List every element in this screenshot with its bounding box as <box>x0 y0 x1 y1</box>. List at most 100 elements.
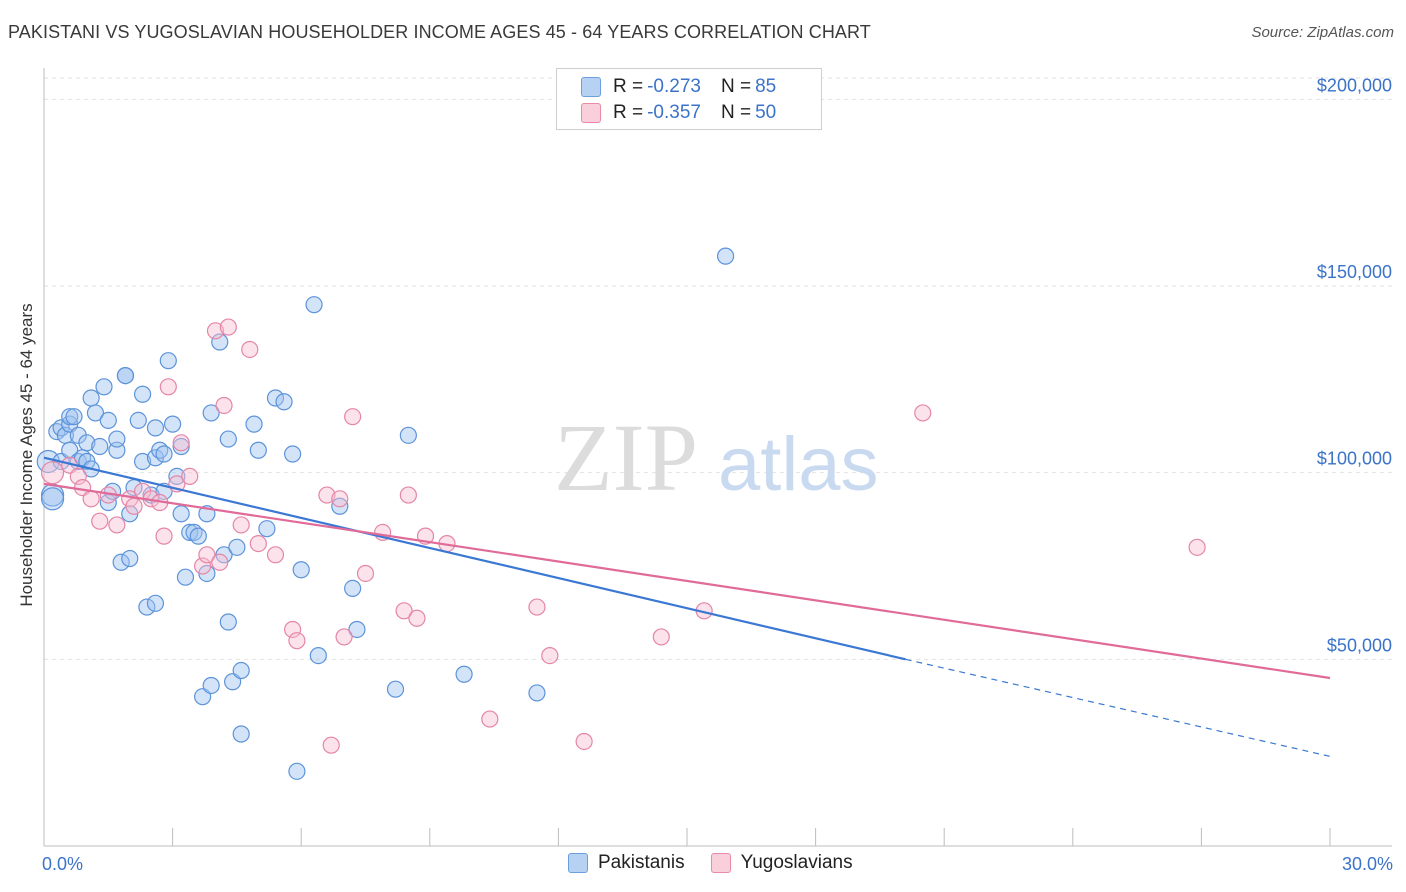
point-pakistani <box>159 352 177 370</box>
point-yugoslavian <box>211 553 229 571</box>
point-pakistani <box>61 408 79 426</box>
point-pakistani <box>112 553 130 571</box>
point-pakistani <box>129 411 147 429</box>
legend-swatch-pakistanis <box>568 853 588 873</box>
watermark: ZIP atlas <box>554 404 879 511</box>
legend-swatch-yugoslavians <box>710 853 731 873</box>
point-pakistani <box>232 661 250 680</box>
point-yugoslavian <box>335 628 353 646</box>
point-pakistani <box>95 378 113 396</box>
point-pakistani <box>172 505 190 523</box>
legend-item-pakistanis[interactable]: Pakistanis <box>568 852 685 874</box>
point-pakistani <box>232 725 250 743</box>
point-yugoslavian <box>215 396 233 415</box>
point-yugoslavian <box>1188 538 1206 556</box>
point-yugoslavian <box>181 467 199 485</box>
point-pakistani <box>133 452 152 471</box>
point-pakistani <box>528 684 546 702</box>
point-pakistani <box>164 415 182 433</box>
point-yugoslavian <box>318 486 336 504</box>
point-yugoslavian <box>155 527 173 545</box>
series-pakistanis <box>36 247 735 780</box>
point-pakistani <box>189 527 207 545</box>
point-pakistani <box>155 445 173 463</box>
point-yugoslavian <box>344 408 362 426</box>
y-tick-label: $50,000 <box>1327 635 1392 655</box>
correlation-legend: R = -0.273 N = 85 R = -0.357 N = 50 <box>556 68 822 130</box>
point-pakistani <box>716 247 735 265</box>
point-yugoslavian <box>288 632 306 650</box>
point-pakistani <box>245 415 263 433</box>
point-pakistani <box>258 520 276 538</box>
point-yugoslavian <box>206 322 225 340</box>
point-pakistani <box>228 538 246 556</box>
point-pakistani <box>202 676 220 695</box>
point-pakistani <box>91 437 109 456</box>
point-pakistani <box>133 385 152 403</box>
legend-label-pakistanis: Pakistanis <box>598 852 685 873</box>
point-pakistani <box>219 613 237 631</box>
point-yugoslavian <box>172 434 190 452</box>
point-pakistani <box>40 487 65 511</box>
point-yugoslavian <box>232 516 250 534</box>
tick-labels: $50,000 $100,000 $150,000 $200,000 0.0% 30.0% <box>42 75 1393 874</box>
y-tick-label: $200,000 <box>1317 75 1392 95</box>
point-pakistani <box>455 665 473 683</box>
point-pakistani <box>386 680 405 698</box>
point-yugoslavian <box>541 646 559 665</box>
point-pakistani <box>108 430 126 448</box>
point-pakistani <box>202 404 220 422</box>
x-tick-label-max: 30.0% <box>1342 854 1393 874</box>
point-pakistani <box>266 389 285 407</box>
point-pakistani <box>176 568 195 586</box>
point-pakistani <box>99 411 117 429</box>
legend-row-pakistanis: R = -0.273 N = 85 <box>581 75 776 99</box>
chart-title: PAKISTANI VS YUGOSLAVIAN HOUSEHOLDER INC… <box>8 22 871 42</box>
point-yugoslavian <box>914 404 932 422</box>
legend-n-value: 85 <box>755 76 777 97</box>
legend-swatch-yugoslavians <box>581 103 601 123</box>
point-pakistani <box>288 762 306 780</box>
point-pakistani <box>121 549 139 568</box>
point-pakistani <box>211 333 229 351</box>
legend-item-yugoslavians[interactable]: Yugoslavians <box>710 852 853 874</box>
point-pakistani <box>249 441 267 459</box>
trend-line-yugoslavians <box>43 482 1331 680</box>
point-pakistani <box>305 296 323 314</box>
watermark-atlas: atlas <box>718 422 879 507</box>
point-yugoslavian <box>69 467 87 485</box>
point-pakistani <box>181 523 199 542</box>
point-yugoslavian <box>241 340 259 359</box>
point-yugoslavian <box>40 461 65 485</box>
legend-r-value: -0.357 <box>647 102 701 123</box>
point-pakistani <box>82 389 100 407</box>
point-pakistani <box>78 434 96 452</box>
point-yugoslavian <box>194 557 212 575</box>
point-yugoslavian <box>331 490 349 508</box>
trend-line-pakistanis-extension <box>905 658 1331 757</box>
x-tick-label-min: 0.0% <box>42 854 83 874</box>
point-yugoslavian <box>284 620 302 639</box>
legend-n-value: 50 <box>755 102 777 123</box>
point-pakistani <box>292 561 310 579</box>
legend-r-label: R = <box>613 76 644 97</box>
point-pakistani <box>348 620 366 639</box>
point-yugoslavian <box>219 318 237 336</box>
point-pakistani <box>172 437 190 456</box>
point-pakistani <box>275 393 293 411</box>
point-pakistani <box>399 426 417 444</box>
point-yugoslavian <box>652 628 670 646</box>
trend-line-pakistanis <box>43 456 906 661</box>
series-yugoslavians <box>40 318 1206 754</box>
trend-lines <box>43 456 1331 757</box>
point-yugoslavian <box>408 609 426 627</box>
point-pakistani <box>65 408 83 426</box>
point-pakistani <box>284 445 302 463</box>
legend-swatch-pakistanis <box>581 77 601 97</box>
point-yugoslavian <box>91 512 109 530</box>
point-yugoslavian <box>575 732 593 751</box>
point-yugoslavian <box>528 598 546 616</box>
watermark-zip: ZIP <box>554 404 698 511</box>
legend-n-label: N = <box>720 76 752 97</box>
